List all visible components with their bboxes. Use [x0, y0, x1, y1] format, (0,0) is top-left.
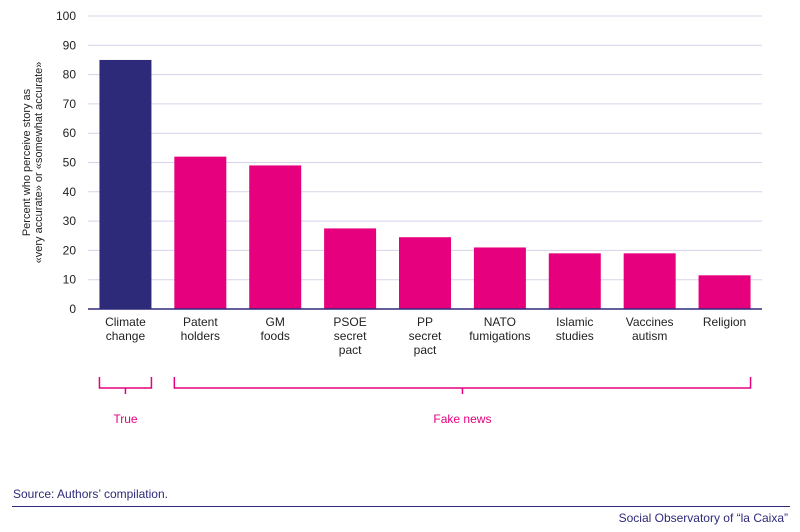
y-tick-label: 20	[63, 243, 77, 257]
x-tick-label: GM	[266, 315, 285, 329]
y-tick-label: 100	[56, 9, 76, 23]
bar-6	[548, 253, 601, 309]
y-tick-label: 90	[63, 38, 77, 52]
group-bracket	[173, 377, 752, 394]
x-tick-label: Islamic	[556, 315, 593, 329]
y-tick-label: 30	[63, 214, 77, 228]
x-tick-label: secret	[409, 329, 442, 343]
x-tick-label: pact	[339, 343, 362, 357]
y-tick-label: 70	[63, 97, 77, 111]
x-tick-label: pact	[414, 343, 437, 357]
y-tick-label: 80	[63, 68, 77, 82]
group-label: Fake news	[433, 412, 491, 426]
group-label: True	[113, 412, 138, 426]
x-tick-label: NATO	[484, 315, 516, 329]
y-tick-label: 10	[63, 273, 77, 287]
x-tick-label: holders	[181, 329, 220, 343]
x-tick-label: Vaccines	[626, 315, 674, 329]
x-tick-label: foods	[261, 329, 290, 343]
y-axis-label: «very accurate» or «somewhat accurate»	[33, 62, 45, 264]
x-tick-label: Patent	[183, 315, 218, 329]
x-tick-label: secret	[334, 329, 367, 343]
bar-2	[249, 165, 302, 309]
y-tick-label: 60	[63, 126, 77, 140]
source-note: Source: Authors’ compilation.	[13, 487, 168, 501]
footer-divider	[12, 506, 790, 507]
x-tick-label: studies	[556, 329, 594, 343]
bar-8	[698, 275, 751, 309]
publisher-credit: Social Observatory of “la Caixa”	[618, 511, 788, 525]
bar-1	[174, 156, 227, 309]
y-tick-label: 40	[63, 185, 77, 199]
x-tick-label: change	[106, 329, 146, 343]
bar-3	[324, 228, 377, 309]
y-tick-label: 50	[63, 156, 77, 170]
bar-0	[99, 59, 152, 310]
x-tick-label: autism	[632, 329, 667, 343]
bar-4	[399, 237, 451, 309]
x-tick-label: Climate	[105, 315, 146, 329]
bar-5	[473, 247, 526, 309]
x-tick-label: PP	[417, 315, 433, 329]
y-tick-label: 0	[69, 302, 76, 316]
group-bracket	[98, 377, 153, 394]
x-tick-label: fumigations	[469, 329, 530, 343]
y-axis-label: Percent who perceive story as	[21, 88, 33, 236]
x-tick-label: Religion	[703, 315, 746, 329]
bar-7	[623, 253, 676, 309]
x-tick-label: PSOE	[333, 315, 366, 329]
